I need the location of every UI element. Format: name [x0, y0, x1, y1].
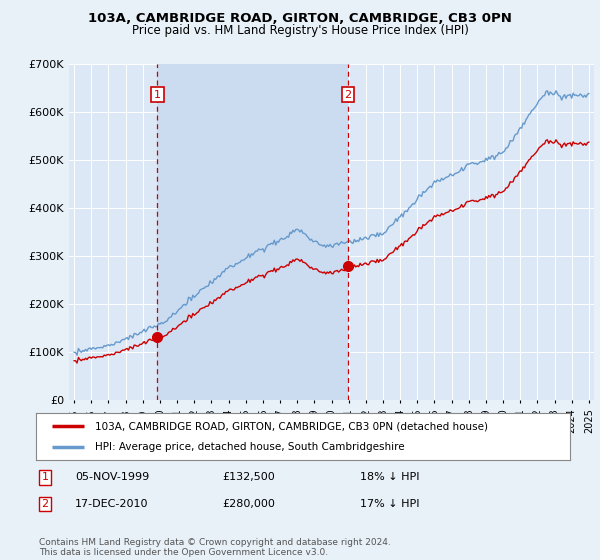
Text: 05-NOV-1999: 05-NOV-1999: [75, 472, 149, 482]
Text: 103A, CAMBRIDGE ROAD, GIRTON, CAMBRIDGE, CB3 0PN (detached house): 103A, CAMBRIDGE ROAD, GIRTON, CAMBRIDGE,…: [95, 421, 488, 431]
Bar: [157, 64, 348, 400]
Text: 2: 2: [344, 90, 352, 100]
Text: £280,000: £280,000: [222, 499, 275, 509]
Text: 17% ↓ HPI: 17% ↓ HPI: [360, 499, 419, 509]
Text: 18% ↓ HPI: 18% ↓ HPI: [360, 472, 419, 482]
Text: 1: 1: [41, 472, 49, 482]
Text: £132,500: £132,500: [222, 472, 275, 482]
Text: Contains HM Land Registry data © Crown copyright and database right 2024.
This d: Contains HM Land Registry data © Crown c…: [39, 538, 391, 557]
Text: 103A, CAMBRIDGE ROAD, GIRTON, CAMBRIDGE, CB3 0PN: 103A, CAMBRIDGE ROAD, GIRTON, CAMBRIDGE,…: [88, 12, 512, 25]
Text: HPI: Average price, detached house, South Cambridgeshire: HPI: Average price, detached house, Sout…: [95, 442, 404, 452]
Text: 2: 2: [41, 499, 49, 509]
Text: 1: 1: [154, 90, 161, 100]
Text: Price paid vs. HM Land Registry's House Price Index (HPI): Price paid vs. HM Land Registry's House …: [131, 24, 469, 36]
Text: 17-DEC-2010: 17-DEC-2010: [75, 499, 149, 509]
